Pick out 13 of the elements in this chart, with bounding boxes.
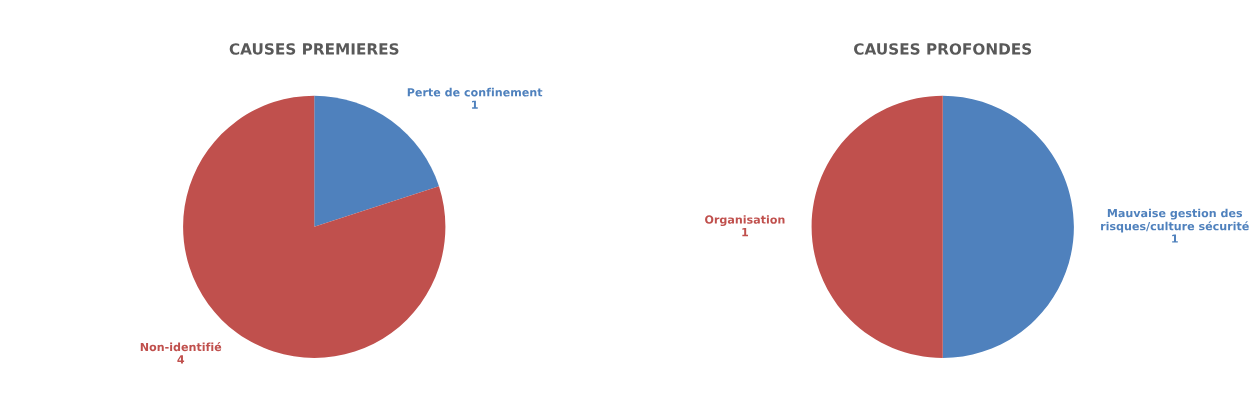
slice-label: Organisation — [705, 215, 785, 226]
slice-label: Non-identifié — [140, 342, 222, 352]
pie-slice — [942, 95, 1074, 358]
chart-title: CAUSES PREMIERES — [229, 43, 399, 55]
pie-slice — [811, 95, 943, 358]
slice-label: Mauvaise gestion des risques/culture sécurité — [1101, 208, 1249, 233]
chart-title: CAUSES PROFONDES — [854, 43, 1032, 55]
pie-slice — [314, 95, 439, 227]
slice-label: Perte de confinement — [407, 87, 543, 97]
data-label: 4 — [177, 355, 185, 364]
data-label: 1 — [472, 100, 478, 109]
data-label: 1 — [742, 228, 749, 237]
data-label: 1 — [1172, 234, 1178, 243]
